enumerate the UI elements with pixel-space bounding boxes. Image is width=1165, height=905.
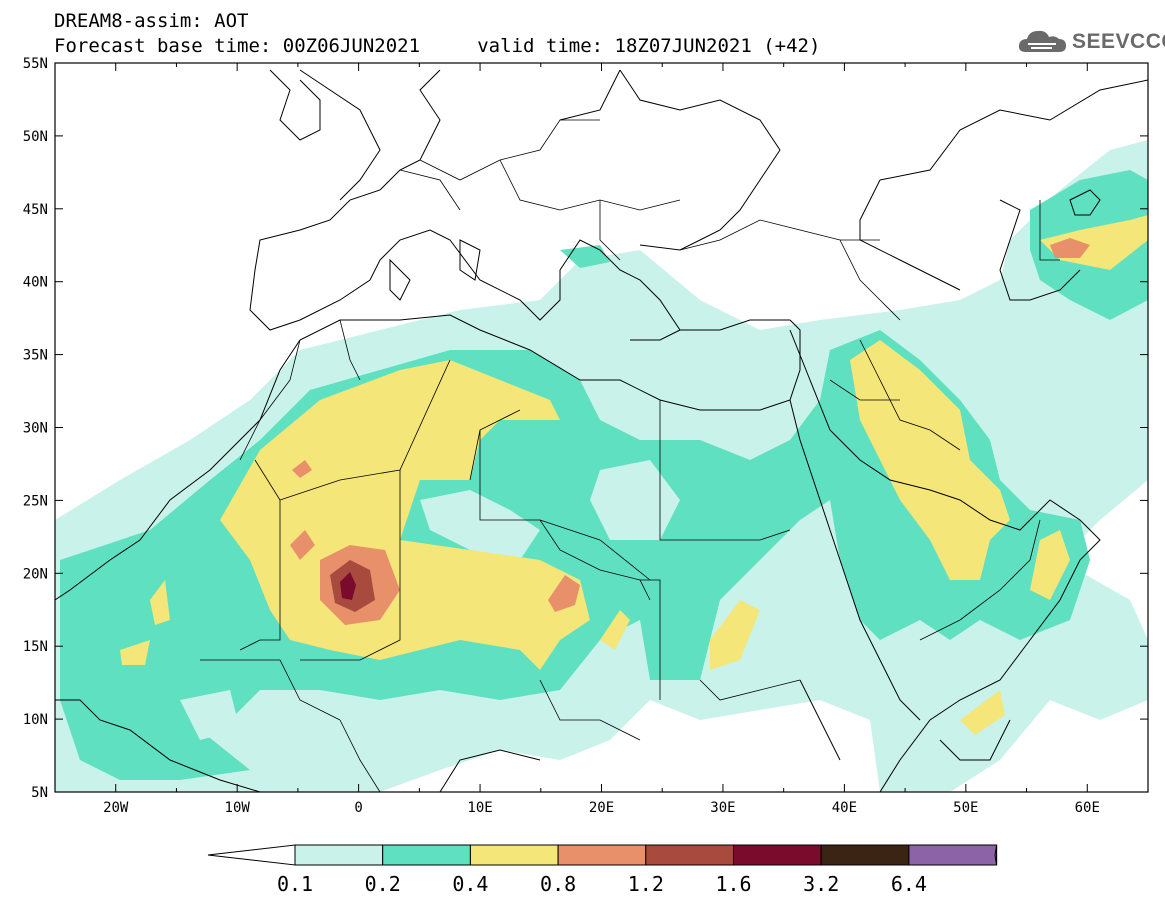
map-title: DREAM8-assim: AOT [54, 10, 249, 32]
colorbar-label: 0.4 [452, 872, 488, 896]
colorbar-label: 3.2 [803, 872, 839, 896]
lon-label: 20E [589, 800, 614, 816]
lon-label: 10W [225, 800, 251, 816]
colorbar-high-arrow [994, 844, 998, 866]
forecast-times: Forecast base time: 00Z06JUN2021 valid t… [54, 35, 821, 57]
colorbar: 0.1 0.2 0.4 0.8 1.2 1.6 3.2 6.4 [207, 844, 998, 896]
colorbar-swatch [294, 844, 384, 866]
aot-contour-0.4 [220, 360, 590, 670]
axis-ticks [54, 62, 1149, 793]
lat-label: 40N [23, 275, 48, 291]
axis-labels: 20W 10W 0 10E 20E 30E 40E 50E 60E 55N 50N 45N 40N 35N… [23, 56, 1100, 816]
colorbar-label: 1.2 [628, 872, 664, 896]
lat-label: 45N [23, 202, 48, 218]
lat-label: 5N [31, 785, 48, 801]
colorbar-swatch [645, 844, 734, 866]
lat-label: 55N [23, 56, 48, 72]
colorbar-swatch [557, 844, 647, 866]
coastlines [55, 69, 1148, 792]
seevccc-logo: SEEVCCC [1018, 26, 1165, 58]
colorbar-label: 6.4 [891, 872, 927, 896]
lat-label: 15N [23, 639, 48, 655]
colorbar-label: 0.1 [277, 872, 313, 896]
lon-label: 20W [103, 800, 129, 816]
colorbar-swatch [382, 844, 471, 866]
lon-label: 40E [832, 800, 857, 816]
colorbar-swatch [908, 844, 998, 866]
aot-contour-1.6 [340, 572, 356, 600]
colorbar-label: 0.8 [540, 872, 576, 896]
logo-text: SEEVCCC [1072, 30, 1165, 53]
aot-field [55, 140, 1148, 792]
lat-label: 30N [23, 421, 48, 437]
lat-label: 50N [23, 129, 48, 145]
lon-label: 50E [953, 800, 978, 816]
lon-label: 30E [710, 800, 735, 816]
lon-label: 10E [467, 800, 492, 816]
colorbar-swatch [469, 844, 559, 866]
colorbar-swatch [820, 844, 910, 866]
colorbar-label: 0.2 [365, 872, 401, 896]
lon-label: 60E [1075, 800, 1100, 816]
lat-label: 20N [23, 566, 48, 582]
colorbar-label: 1.6 [715, 872, 751, 896]
cloud-icon [1018, 30, 1066, 52]
lon-label: 0 [354, 800, 362, 816]
colorbar-swatch [733, 844, 822, 866]
lat-label: 10N [23, 712, 48, 728]
lat-label: 25N [23, 493, 48, 509]
country-borders [200, 119, 1060, 792]
colorbar-low-arrow [207, 844, 296, 866]
lat-label: 35N [23, 348, 48, 364]
